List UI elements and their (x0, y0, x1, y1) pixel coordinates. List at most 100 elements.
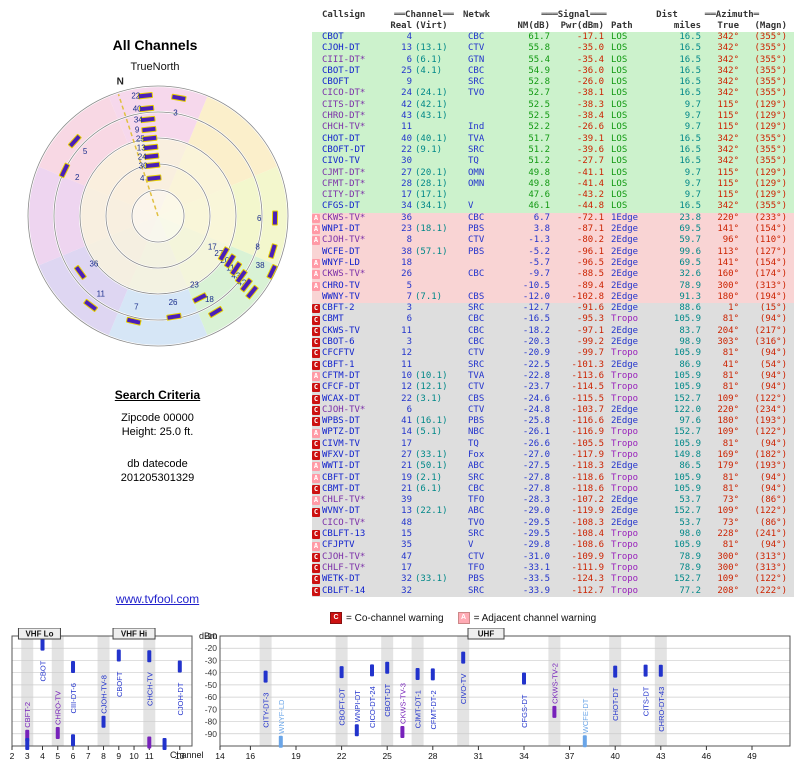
station-bar (101, 715, 106, 728)
callsign-link[interactable]: CJOH-TV* (322, 235, 366, 246)
callsign-link[interactable]: CBMT (322, 314, 344, 325)
callsign-link[interactable]: CHCH-TV* (322, 122, 366, 133)
callsign-link[interactable]: CFJPTV (322, 540, 355, 551)
power-cell: -96.5 (576, 257, 604, 268)
channel-marker (234, 269, 248, 284)
virtual-channel-cell: (42.1) (415, 99, 448, 110)
callsign-link[interactable]: CHLF-TV* (322, 495, 366, 506)
table-row: CICO-DT* 24 (24.1) TVO 52.7 -38.1 LOS 16.5 342° (… (312, 88, 794, 100)
station-bar (147, 650, 152, 663)
svg-text:34: 34 (519, 751, 529, 761)
noise-margin-cell: 3.8 (533, 224, 550, 235)
true-azimuth-cell: 342° (717, 77, 739, 88)
network-cell: NBC (468, 427, 485, 438)
tvfool-link[interactable]: www.tvfool.com (115, 592, 200, 606)
callsign-link[interactable]: CBOT (322, 32, 344, 42)
network-cell: SRC (468, 303, 485, 314)
distance-cell: 152.7 (673, 393, 701, 404)
station-bar (613, 665, 618, 678)
callsign-link[interactable]: CHLF-TV* (322, 562, 366, 573)
callsign-link[interactable]: CFGS-DT (322, 201, 360, 212)
callsign-link[interactable]: WETK-DT (322, 574, 360, 585)
callsign-link[interactable]: WNYF-LD (322, 257, 360, 268)
callsign-link[interactable]: WPBS-DT (322, 416, 360, 427)
callsign-link[interactable]: WWNY-TV (322, 291, 360, 302)
callsign-link[interactable]: CHRO-DT* (322, 111, 366, 122)
magnetic-azimuth-cell: (15°) (759, 303, 787, 314)
callsign-link[interactable]: CKWS-TV (322, 325, 360, 336)
svg-text:46: 46 (702, 751, 712, 761)
path-cell: 2Edge (611, 416, 639, 427)
callsign-link[interactable]: CJMT-DT* (322, 167, 366, 178)
true-azimuth-cell: 115° (717, 190, 739, 201)
callsign-link[interactable]: CBLFT-14 (322, 585, 366, 596)
callsign-link[interactable]: CHRO-TV (322, 280, 360, 291)
callsign-link[interactable]: CBFT-DT (322, 472, 360, 483)
svg-text:2: 2 (10, 751, 15, 761)
channel-marker-label: 43 (231, 272, 240, 281)
distance-cell: 23.8 (679, 212, 701, 223)
callsign-link[interactable]: CFCF-DT (322, 382, 360, 393)
callsign-link[interactable]: CFMT-DT* (322, 178, 366, 189)
magnetic-azimuth-cell: (94°) (759, 370, 787, 381)
callsign-link[interactable]: CJOH-DT (322, 43, 360, 54)
svg-text:7: 7 (86, 751, 91, 761)
callsign-link[interactable]: WWTI-DT (322, 461, 360, 472)
path-cell: 2Edge (611, 325, 639, 336)
callsign-link[interactable]: CITS-DT* (322, 99, 366, 110)
path-cell: Tropo (611, 370, 639, 381)
callsign-link[interactable]: CBOFT (322, 77, 350, 88)
callsign-link[interactable]: WNPI-DT (322, 224, 360, 235)
callsign-link[interactable]: CICO-DT* (322, 88, 366, 99)
callsign-link[interactable]: CIVM-TV (322, 438, 360, 449)
callsign-link[interactable]: CBOT-6 (322, 337, 355, 348)
callsign-link[interactable]: CBMT-DT (322, 483, 360, 494)
network-cell: Fox (468, 449, 485, 460)
network-cell: TVO (468, 88, 485, 99)
callsign-link[interactable]: CJOH-TV* (322, 404, 366, 415)
callsign-link[interactable]: WCFE-DT (322, 246, 360, 257)
callsign-link[interactable]: CICO-TV* (322, 517, 366, 528)
callsign-link[interactable]: WPTZ-DT (322, 427, 360, 438)
callsign-link[interactable]: CKWS-TV* (322, 269, 366, 280)
distance-cell: 105.9 (673, 370, 701, 381)
callsign-link[interactable]: CBOFT-DT (322, 144, 366, 155)
callsign-link[interactable]: WFXV-DT (322, 449, 360, 460)
true-azimuth-cell: 109° (717, 393, 739, 404)
real-channel-cell: 24 (401, 88, 412, 99)
callsign-link[interactable]: CBFT-1 (322, 359, 355, 370)
callsign-link[interactable]: CBFT-2 (322, 303, 355, 314)
header-azimuth-group: ══Azimuth═ (704, 9, 760, 20)
path-cell: Tropo (611, 393, 639, 404)
north-indicator: N (117, 76, 124, 87)
header-callsign: Callsign (322, 9, 366, 20)
table-row: CFGS-DT 34 (34.1) V 46.1 -44.8 LOS 16.5 342° (355… (312, 201, 794, 213)
station-label: WCFE-DT (581, 698, 590, 733)
callsign-link[interactable]: CJOH-TV* (322, 551, 366, 562)
channel-marker (239, 277, 253, 293)
callsign-link[interactable]: CBOT-DT (322, 65, 360, 76)
magnetic-azimuth-cell: (122°) (754, 427, 787, 438)
virtual-channel-cell: (3.1) (415, 393, 443, 404)
callsign-link[interactable]: WCAX-DT (322, 393, 360, 404)
callsign-link[interactable]: CFCFTV (322, 348, 355, 359)
channel-marker (208, 305, 224, 319)
table-row: C WVNY-DT 13 (22.1) ABC -29.0 -119.9 2Edge 152.7… (312, 506, 794, 518)
callsign-link[interactable]: CFTM-DT (322, 370, 360, 381)
callsign-link[interactable]: CKWS-TV* (322, 212, 366, 223)
callsign-link[interactable]: CHOT-DT (322, 133, 360, 144)
callsign-link[interactable]: CIII-DT* (322, 54, 366, 65)
channel-marker-label: 3 (173, 109, 178, 118)
svg-text:-20: -20 (205, 643, 218, 653)
network-cell: TFO (468, 562, 485, 573)
callsign-link[interactable]: WVNY-DT (322, 506, 360, 517)
true-azimuth-cell: 113° (717, 246, 739, 257)
callsign-link[interactable]: CIVO-TV (322, 156, 360, 167)
warning-cell: A (312, 541, 322, 551)
svg-text:43: 43 (656, 751, 666, 761)
channel-marker (73, 264, 87, 280)
network-cell: V (468, 201, 474, 212)
distance-cell: 9.7 (684, 178, 701, 189)
callsign-link[interactable]: CBLFT-13 (322, 529, 366, 540)
callsign-link[interactable]: CITY-DT* (322, 190, 366, 201)
